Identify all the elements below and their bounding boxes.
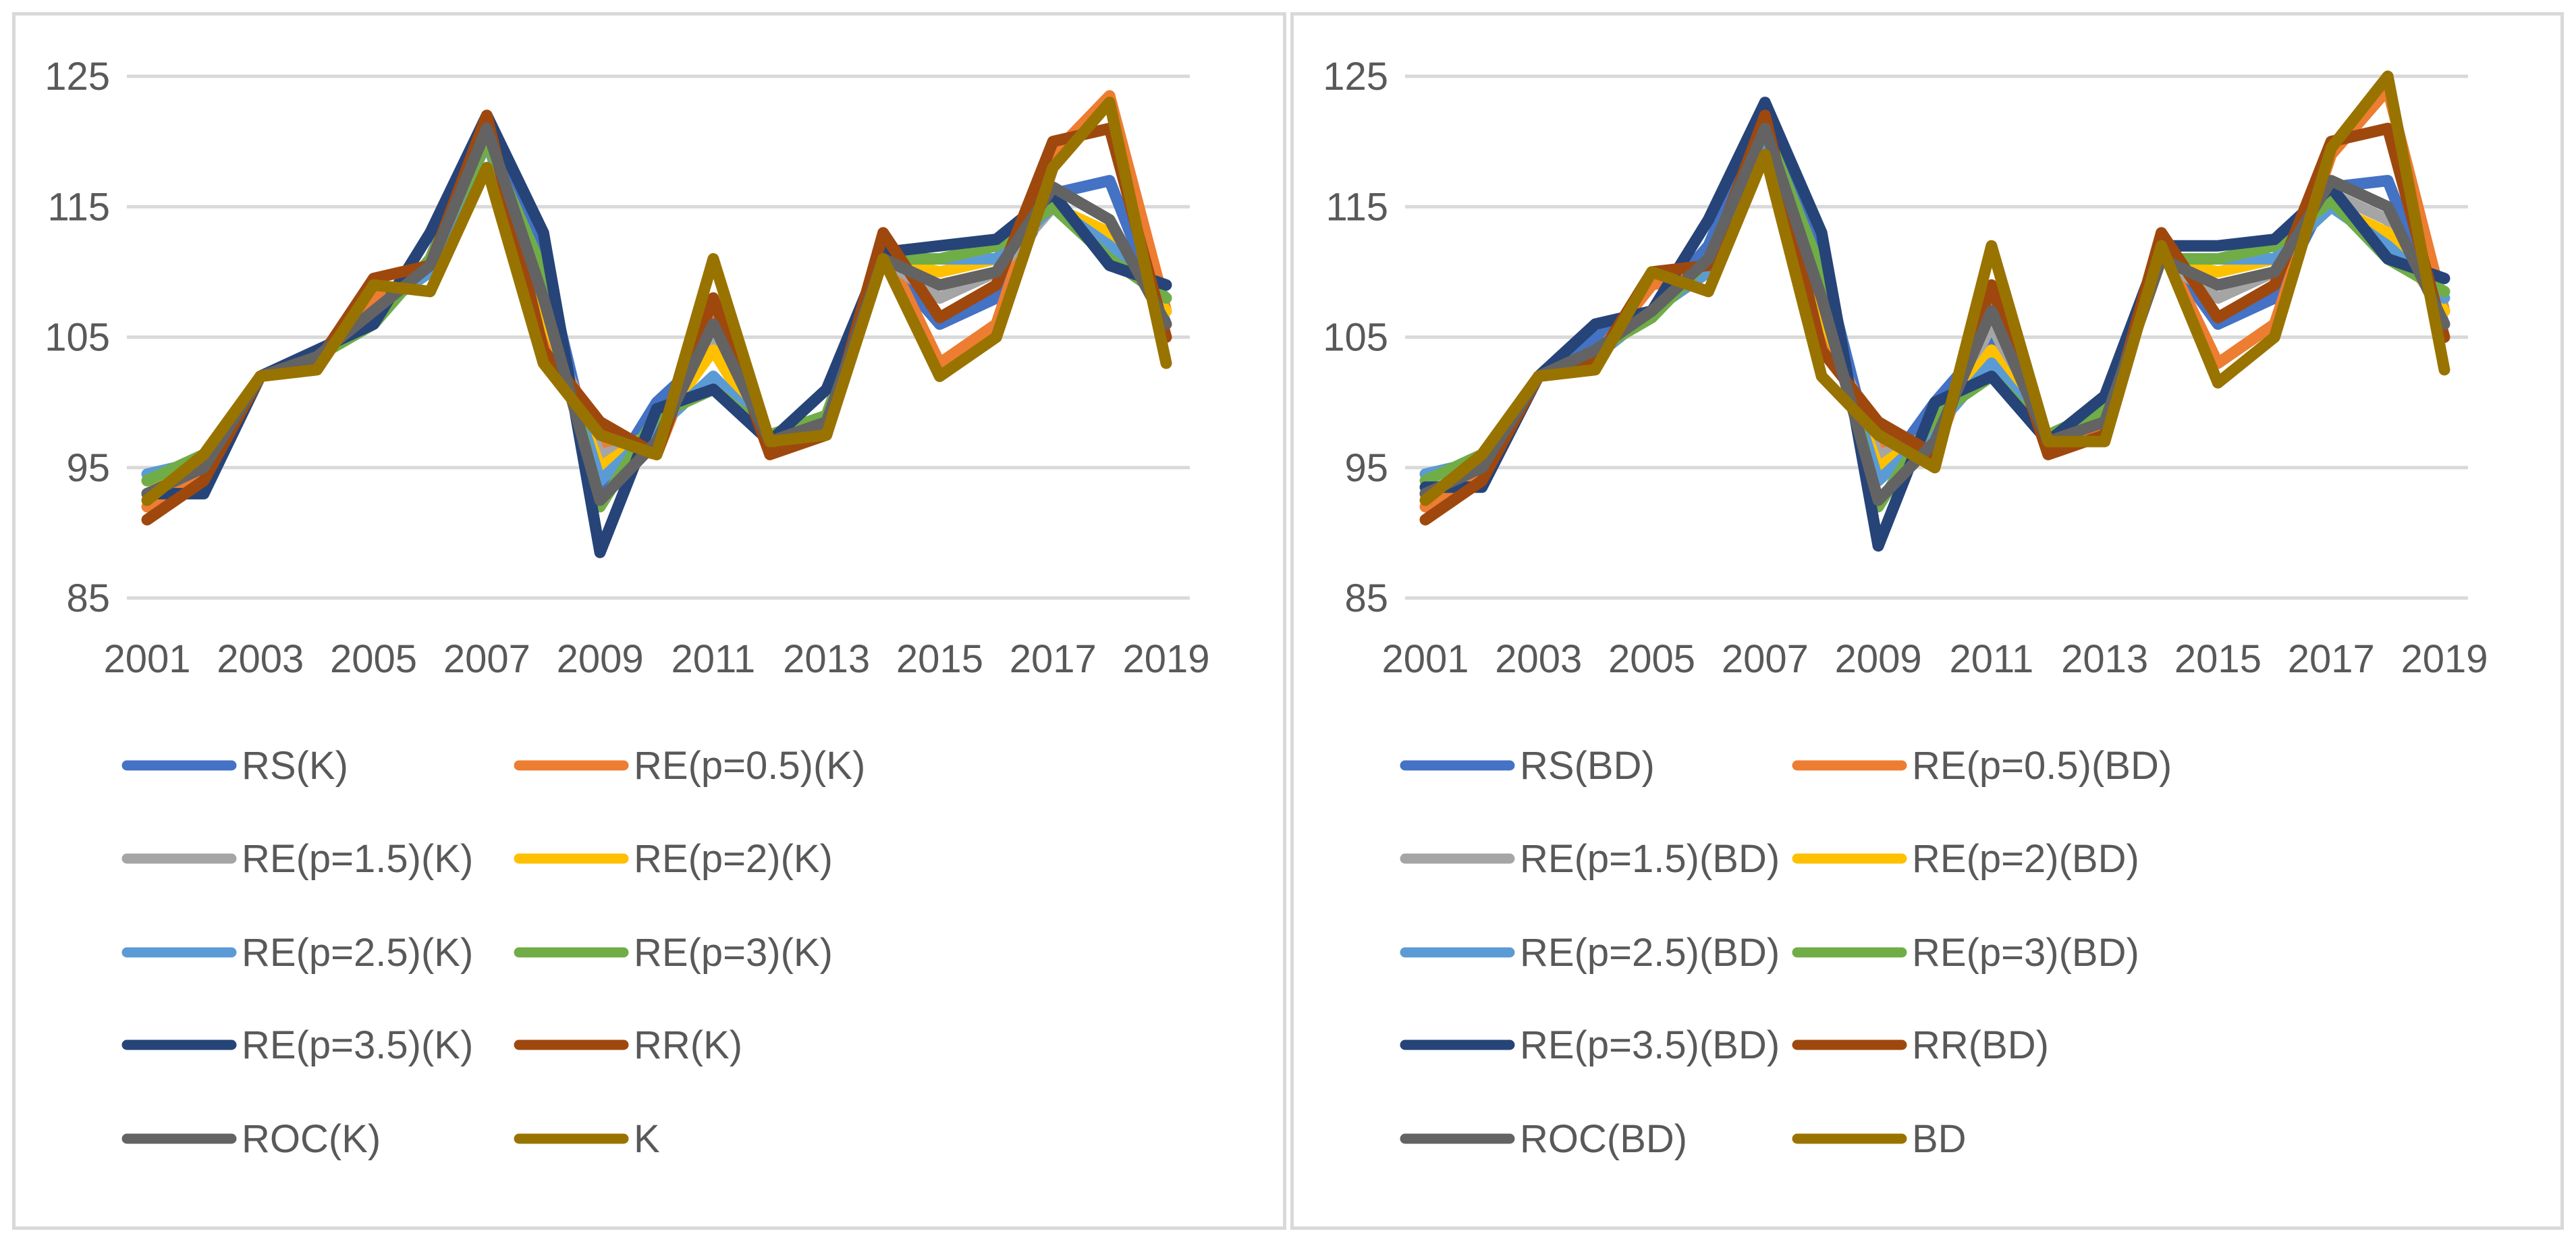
x-tick-label: 2013 [783, 637, 870, 681]
y-tick-label: 95 [1344, 446, 1388, 490]
y-tick-label: 85 [1344, 576, 1388, 620]
x-tick-label: 2015 [2174, 637, 2262, 681]
x-tick-label: 2017 [2288, 637, 2375, 681]
legend-label: RE(p=3.5)(BD) [1520, 1023, 1780, 1067]
chart-panel-left: 125 115 105 95 85 2001 2003 2005 2007 2009 2011 201… [12, 12, 1286, 1230]
series-line-re-p-3-5-bd [1419, 97, 2450, 552]
y-tick-label: 125 [1323, 55, 1388, 99]
legend-label: RE(p=3.5)(K) [242, 1023, 473, 1067]
chart-panel-right: 125 115 105 95 85 2001 2003 2005 2007 2009 2011 201… [1290, 12, 2564, 1230]
x-tick-label: 2011 [672, 637, 756, 681]
x-tick-label: 2009 [1835, 637, 1922, 681]
legend-label: RR(BD) [1912, 1023, 2049, 1067]
y-tick-label: 115 [48, 185, 110, 229]
legend-label: RS(K) [242, 744, 348, 788]
y-tick-label: 85 [66, 576, 110, 620]
series-line-roc-bd [1419, 122, 2450, 506]
y-tick-label: 95 [66, 446, 110, 490]
legend-label: K [634, 1117, 660, 1161]
legend-label: RS(BD) [1520, 744, 1655, 788]
series-line-bd [1419, 70, 2450, 506]
x-tick-label: 2019 [2401, 637, 2488, 681]
x-tick-label: 2003 [1495, 637, 1582, 681]
x-tick-label: 2007 [443, 637, 530, 681]
line-chart-bd: 125 115 105 95 85 2001 2003 2005 2007 2009 2011 201… [1323, 55, 2488, 1161]
x-tick-label: 2001 [1381, 637, 1469, 681]
legend-label: ROC(K) [242, 1117, 381, 1161]
y-tick-label: 115 [1326, 185, 1388, 229]
x-tick-label: 2019 [1122, 637, 1209, 681]
legend-label: RE(p=3)(K) [634, 931, 833, 975]
legend-label: RE(p=1.5)(BD) [1520, 837, 1780, 881]
x-tick-label: 2005 [330, 637, 417, 681]
series-line-k [141, 97, 1172, 506]
legend-label: RE(p=2.5)(K) [242, 931, 473, 975]
x-tick-label: 2017 [1010, 637, 1097, 681]
x-tick-label: 2001 [103, 637, 190, 681]
legend-label: RE(p=2)(K) [634, 837, 833, 881]
legend-label: RE(p=0.5)(K) [634, 744, 865, 788]
x-tick-label: 2015 [896, 637, 983, 681]
legend-label: RE(p=2)(BD) [1912, 837, 2139, 881]
x-tick-label: 2013 [2061, 637, 2148, 681]
x-tick-label: 2009 [557, 637, 644, 681]
legend-label: RE(p=0.5)(BD) [1912, 744, 2172, 788]
x-tick-label: 2011 [1950, 637, 2034, 681]
x-tick-label: 2005 [1608, 637, 1695, 681]
legend-label: RE(p=1.5)(K) [242, 837, 473, 881]
legend-label: RE(p=3)(BD) [1912, 931, 2139, 975]
y-tick-label: 125 [45, 55, 110, 99]
line-chart-k: 125 115 105 95 85 2001 2003 2005 2007 2009 2011 201… [45, 55, 1209, 1161]
legend-label: BD [1912, 1117, 1967, 1161]
legend-label: RR(K) [634, 1023, 742, 1067]
y-tick-label: 105 [45, 316, 110, 360]
x-tick-label: 2003 [217, 637, 304, 681]
y-tick-label: 105 [1323, 316, 1388, 360]
series-line-re-p-3-5-k [141, 109, 1172, 558]
legend-label: ROC(BD) [1520, 1117, 1687, 1161]
x-tick-label: 2007 [1722, 637, 1809, 681]
legend-label: RE(p=2.5)(BD) [1520, 931, 1780, 975]
